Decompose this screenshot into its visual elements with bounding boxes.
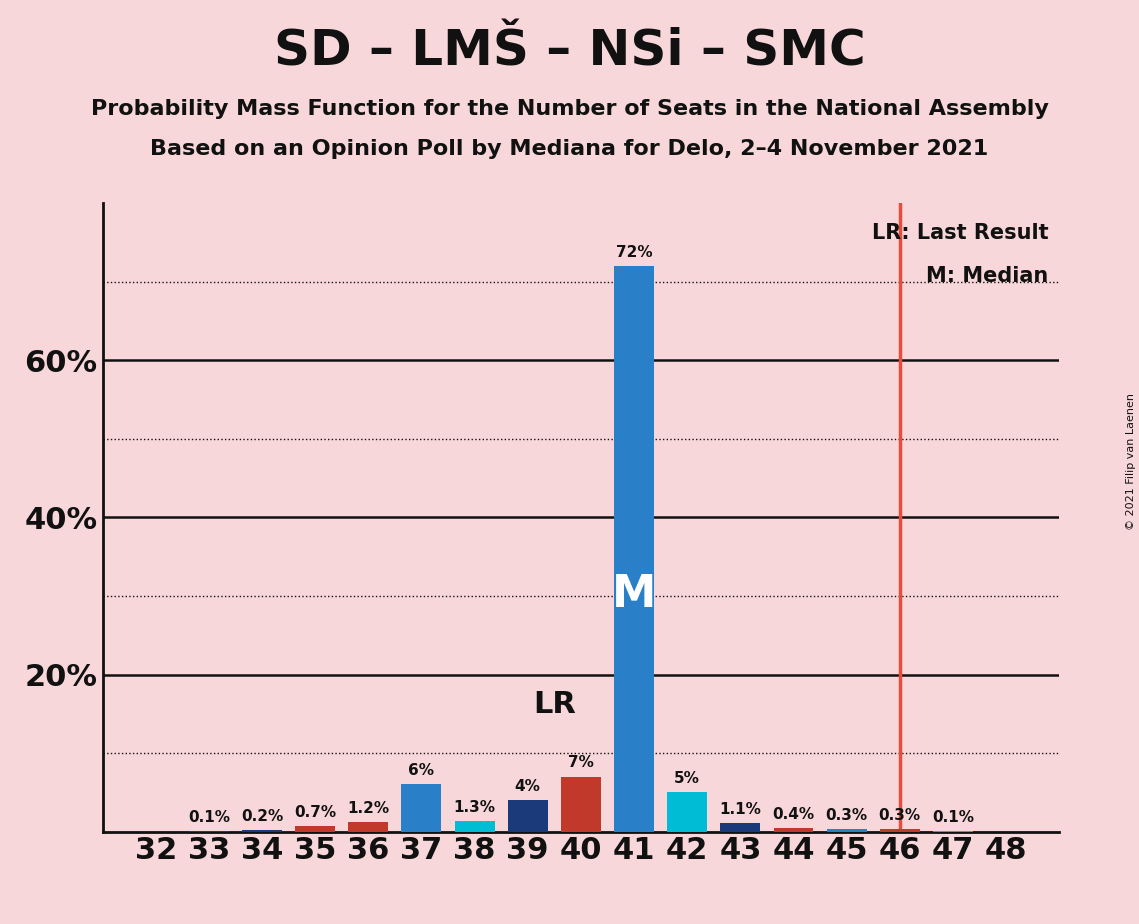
Bar	[295, 826, 335, 832]
Bar	[827, 829, 867, 832]
Bar	[349, 822, 388, 832]
Text: 7%: 7%	[568, 755, 593, 771]
Bar	[879, 829, 919, 832]
Text: Probability Mass Function for the Number of Seats in the National Assembly: Probability Mass Function for the Number…	[91, 99, 1048, 119]
Text: 0.3%: 0.3%	[826, 808, 868, 823]
Text: Based on an Opinion Poll by Mediana for Delo, 2–4 November 2021: Based on an Opinion Poll by Mediana for …	[150, 139, 989, 159]
Text: 0.4%: 0.4%	[772, 808, 814, 822]
Text: 6%: 6%	[409, 763, 434, 778]
Text: M: Median: M: Median	[926, 266, 1049, 286]
Bar	[721, 823, 761, 832]
Bar	[243, 830, 282, 832]
Bar	[562, 776, 601, 832]
Text: 0.1%: 0.1%	[188, 809, 230, 824]
Text: 4%: 4%	[515, 779, 541, 794]
Text: 0.2%: 0.2%	[240, 808, 284, 824]
Text: LR: Last Result: LR: Last Result	[872, 223, 1049, 243]
Text: 72%: 72%	[616, 245, 653, 260]
Text: © 2021 Filip van Laenen: © 2021 Filip van Laenen	[1126, 394, 1136, 530]
Text: 1.1%: 1.1%	[720, 802, 761, 817]
Text: M: M	[612, 573, 656, 615]
Text: 1.2%: 1.2%	[347, 801, 390, 816]
Bar	[454, 821, 494, 832]
Text: 0.3%: 0.3%	[879, 808, 920, 823]
Text: SD – LMŠ – NSi – SMC: SD – LMŠ – NSi – SMC	[273, 28, 866, 76]
Text: 0.1%: 0.1%	[932, 809, 974, 824]
Text: 5%: 5%	[674, 771, 700, 786]
Bar	[614, 266, 654, 832]
Bar	[667, 793, 707, 832]
Text: LR: LR	[533, 690, 575, 719]
Text: 0.7%: 0.7%	[294, 805, 336, 820]
Text: 1.3%: 1.3%	[453, 800, 495, 815]
Bar	[508, 800, 548, 832]
Bar	[401, 784, 441, 832]
Bar	[773, 829, 813, 832]
